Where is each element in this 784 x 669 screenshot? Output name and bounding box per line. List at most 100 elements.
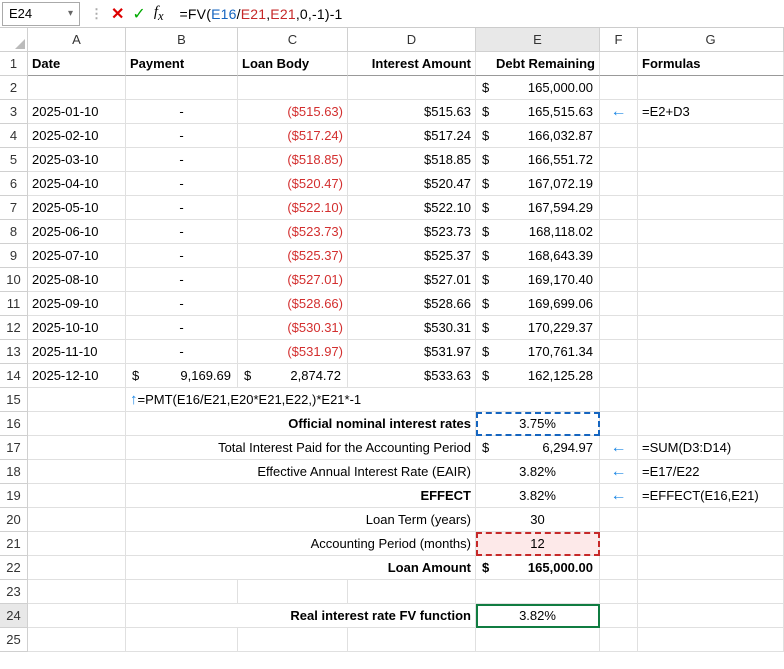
- date-cell[interactable]: 2025-02-10: [28, 124, 126, 148]
- row-header[interactable]: 8: [0, 220, 28, 244]
- row-header[interactable]: 12: [0, 316, 28, 340]
- loan-body-cell[interactable]: ($522.10): [238, 196, 348, 220]
- date-cell[interactable]: 2025-09-10: [28, 292, 126, 316]
- debt-cell[interactable]: $162,125.28: [476, 364, 600, 388]
- interest-cell[interactable]: $522.10: [348, 196, 476, 220]
- row-header[interactable]: 19: [0, 484, 28, 508]
- label-cell[interactable]: Accounting Period (months): [126, 532, 476, 556]
- arrow-cell[interactable]: [600, 508, 638, 532]
- formula-cell[interactable]: [638, 196, 784, 220]
- loan-body-cell[interactable]: ($517.24): [238, 124, 348, 148]
- value-cell[interactable]: 12: [476, 532, 600, 556]
- loan-body-cell[interactable]: ($518.85): [238, 148, 348, 172]
- interest-cell[interactable]: $517.24: [348, 124, 476, 148]
- row-header[interactable]: 10: [0, 268, 28, 292]
- date-cell[interactable]: 2025-06-10: [28, 220, 126, 244]
- label-cell[interactable]: Loan Amount: [126, 556, 476, 580]
- loan-body-cell[interactable]: ($531.97): [238, 340, 348, 364]
- value-cell[interactable]: $6,294.97: [476, 436, 600, 460]
- formula-cell[interactable]: [638, 556, 784, 580]
- cell[interactable]: [28, 628, 126, 652]
- row-header[interactable]: 16: [0, 412, 28, 436]
- cell[interactable]: [238, 580, 348, 604]
- row-header[interactable]: 17: [0, 436, 28, 460]
- debt-cell[interactable]: $168,643.39: [476, 244, 600, 268]
- formula-cell[interactable]: =EFFECT(E16,E21): [638, 484, 784, 508]
- row-header[interactable]: 22: [0, 556, 28, 580]
- chevron-down-icon[interactable]: ▾: [68, 8, 73, 19]
- cell[interactable]: [348, 580, 476, 604]
- value-cell[interactable]: 3.75%: [476, 412, 600, 436]
- date-cell[interactable]: 2025-10-10: [28, 316, 126, 340]
- column-header[interactable]: E: [476, 28, 600, 52]
- cell[interactable]: [126, 628, 238, 652]
- cell[interactable]: [600, 580, 638, 604]
- date-cell[interactable]: 2025-01-10: [28, 100, 126, 124]
- arrow-cell[interactable]: [600, 148, 638, 172]
- debt-cell[interactable]: $167,594.29: [476, 196, 600, 220]
- value-cell[interactable]: $165,000.00: [476, 556, 600, 580]
- cancel-icon[interactable]: ✕: [111, 4, 124, 24]
- accept-icon[interactable]: ✓: [132, 4, 145, 24]
- formula-cell[interactable]: [638, 316, 784, 340]
- formula-cell[interactable]: [638, 412, 784, 436]
- pmt-note[interactable]: ↑=PMT(E16/E21,E20*E21,E22,)*E21*-1: [126, 388, 476, 412]
- payment-cell[interactable]: -: [126, 148, 238, 172]
- column-header[interactable]: C: [238, 28, 348, 52]
- arrow-cell[interactable]: [600, 220, 638, 244]
- arrow-cell[interactable]: ←: [600, 100, 638, 124]
- date-cell[interactable]: 2025-05-10: [28, 196, 126, 220]
- row-header[interactable]: 23: [0, 580, 28, 604]
- interest-cell[interactable]: $527.01: [348, 268, 476, 292]
- loan-body-cell[interactable]: ($528.66): [238, 292, 348, 316]
- loan-body-cell[interactable]: ($523.73): [238, 220, 348, 244]
- payment-cell[interactable]: -: [126, 100, 238, 124]
- arrow-cell[interactable]: [600, 340, 638, 364]
- cell[interactable]: [348, 76, 476, 100]
- value-cell[interactable]: 3.82%: [476, 460, 600, 484]
- interest-cell[interactable]: $515.63: [348, 100, 476, 124]
- interest-cell[interactable]: $528.66: [348, 292, 476, 316]
- payment-cell[interactable]: -: [126, 124, 238, 148]
- row-header[interactable]: 6: [0, 172, 28, 196]
- date-cell[interactable]: 2025-12-10: [28, 364, 126, 388]
- arrow-cell[interactable]: ←: [600, 460, 638, 484]
- header-cell[interactable]: Loan Body: [238, 52, 348, 76]
- cell[interactable]: [28, 556, 126, 580]
- cell[interactable]: [600, 364, 638, 388]
- debt-cell[interactable]: $166,032.87: [476, 124, 600, 148]
- cell[interactable]: [28, 76, 126, 100]
- debt-cell[interactable]: $170,229.37: [476, 316, 600, 340]
- arrow-cell[interactable]: [600, 196, 638, 220]
- row-header[interactable]: 21: [0, 532, 28, 556]
- interest-cell[interactable]: $531.97: [348, 340, 476, 364]
- interest-cell[interactable]: $525.37: [348, 244, 476, 268]
- debt-cell[interactable]: $167,072.19: [476, 172, 600, 196]
- loan-body-cell[interactable]: ($515.63): [238, 100, 348, 124]
- loan-body-cell[interactable]: ($530.31): [238, 316, 348, 340]
- debt-cell[interactable]: $169,170.40: [476, 268, 600, 292]
- interest-cell[interactable]: $520.47: [348, 172, 476, 196]
- cell[interactable]: [28, 412, 126, 436]
- value-cell[interactable]: 30: [476, 508, 600, 532]
- arrow-cell[interactable]: ←: [600, 484, 638, 508]
- cell[interactable]: [28, 460, 126, 484]
- cell[interactable]: [476, 580, 600, 604]
- arrow-cell[interactable]: [600, 316, 638, 340]
- header-cell[interactable]: Formulas: [638, 52, 784, 76]
- arrow-cell[interactable]: [600, 244, 638, 268]
- cell[interactable]: [238, 628, 348, 652]
- payment-cell[interactable]: $9,169.69: [126, 364, 238, 388]
- label-cell[interactable]: Official nominal interest rates: [126, 412, 476, 436]
- cell[interactable]: [638, 580, 784, 604]
- formula-cell[interactable]: =E2+D3: [638, 100, 784, 124]
- payment-cell[interactable]: -: [126, 292, 238, 316]
- date-cell[interactable]: 2025-11-10: [28, 340, 126, 364]
- interest-cell[interactable]: $530.31: [348, 316, 476, 340]
- arrow-cell[interactable]: [600, 292, 638, 316]
- row-header[interactable]: 13: [0, 340, 28, 364]
- payment-cell[interactable]: -: [126, 268, 238, 292]
- payment-cell[interactable]: -: [126, 196, 238, 220]
- arrow-cell[interactable]: [600, 556, 638, 580]
- date-cell[interactable]: 2025-07-10: [28, 244, 126, 268]
